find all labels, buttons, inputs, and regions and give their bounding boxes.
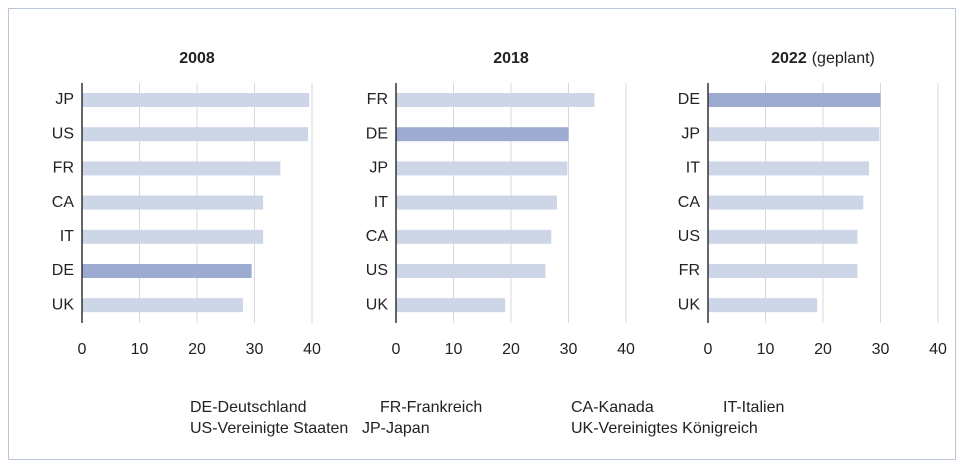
x-tick-label: 30 bbox=[872, 341, 890, 358]
bar bbox=[708, 127, 880, 142]
y-tick-label: US bbox=[678, 228, 700, 245]
bar bbox=[396, 298, 506, 313]
x-tick-label: 30 bbox=[560, 341, 578, 358]
x-tick-label: 10 bbox=[757, 341, 775, 358]
bar bbox=[708, 298, 818, 313]
bar bbox=[82, 93, 310, 107]
y-tick-label: JP bbox=[681, 125, 700, 142]
bar bbox=[708, 93, 881, 107]
bar bbox=[82, 298, 243, 313]
legend-entry: IT-Italien bbox=[723, 399, 784, 416]
bar bbox=[396, 195, 557, 210]
x-tick-label: 40 bbox=[303, 341, 321, 358]
x-tick-label: 40 bbox=[929, 341, 947, 358]
y-tick-label: FR bbox=[367, 91, 388, 108]
x-tick-label: 0 bbox=[78, 341, 87, 358]
y-tick-label: DE bbox=[678, 91, 700, 108]
chart-title: 2018 bbox=[493, 50, 529, 67]
y-tick-label: DE bbox=[52, 262, 74, 279]
bar bbox=[396, 161, 568, 176]
title-note: (geplant) bbox=[812, 50, 875, 67]
legend-entry: CA-Kanada bbox=[571, 399, 654, 416]
x-tick-label: 20 bbox=[502, 341, 520, 358]
y-tick-label: IT bbox=[374, 194, 388, 211]
y-tick-label: UK bbox=[366, 296, 389, 313]
bar bbox=[82, 127, 308, 142]
chart-title: 2008 bbox=[179, 50, 215, 67]
y-tick-label: CA bbox=[52, 194, 75, 211]
bar bbox=[396, 229, 552, 244]
y-tick-label: UK bbox=[52, 296, 75, 313]
bar bbox=[82, 264, 252, 278]
bar bbox=[708, 195, 864, 210]
legend-entry: DE-Deutschland bbox=[190, 399, 307, 416]
bar bbox=[396, 264, 546, 278]
y-tick-label: FR bbox=[53, 160, 74, 177]
legend-entry: US-Vereinigte Staaten bbox=[190, 420, 348, 437]
x-tick-label: 10 bbox=[445, 341, 463, 358]
x-tick-label: 30 bbox=[246, 341, 264, 358]
y-tick-label: FR bbox=[679, 262, 700, 279]
x-tick-label: 0 bbox=[392, 341, 401, 358]
bar bbox=[708, 161, 869, 176]
bar bbox=[396, 93, 595, 107]
x-tick-label: 20 bbox=[188, 341, 206, 358]
bar bbox=[82, 161, 281, 176]
y-tick-label: US bbox=[52, 125, 74, 142]
bar bbox=[82, 195, 264, 210]
chart-title: 2022 (geplant) bbox=[771, 50, 875, 67]
title-year: 2022 bbox=[771, 50, 807, 67]
y-tick-label: DE bbox=[366, 125, 388, 142]
y-tick-label: IT bbox=[60, 228, 74, 245]
legend-entry: UK-Vereinigtes Königreich bbox=[571, 420, 758, 437]
y-tick-label: IT bbox=[686, 160, 700, 177]
x-tick-label: 40 bbox=[617, 341, 635, 358]
frame bbox=[8, 8, 956, 460]
bar bbox=[396, 127, 569, 142]
x-tick-label: 20 bbox=[814, 341, 832, 358]
y-tick-label: CA bbox=[678, 194, 701, 211]
y-tick-label: US bbox=[366, 262, 388, 279]
bar bbox=[708, 264, 858, 278]
bar bbox=[82, 229, 264, 244]
legend-entry: JP-Japan bbox=[362, 420, 430, 437]
y-tick-label: CA bbox=[366, 228, 389, 245]
y-tick-label: JP bbox=[55, 91, 74, 108]
y-tick-label: UK bbox=[678, 296, 701, 313]
y-tick-label: JP bbox=[369, 160, 388, 177]
x-tick-label: 0 bbox=[704, 341, 713, 358]
bar bbox=[708, 229, 858, 244]
x-tick-label: 10 bbox=[131, 341, 149, 358]
legend-entry: FR-Frankreich bbox=[380, 399, 482, 416]
